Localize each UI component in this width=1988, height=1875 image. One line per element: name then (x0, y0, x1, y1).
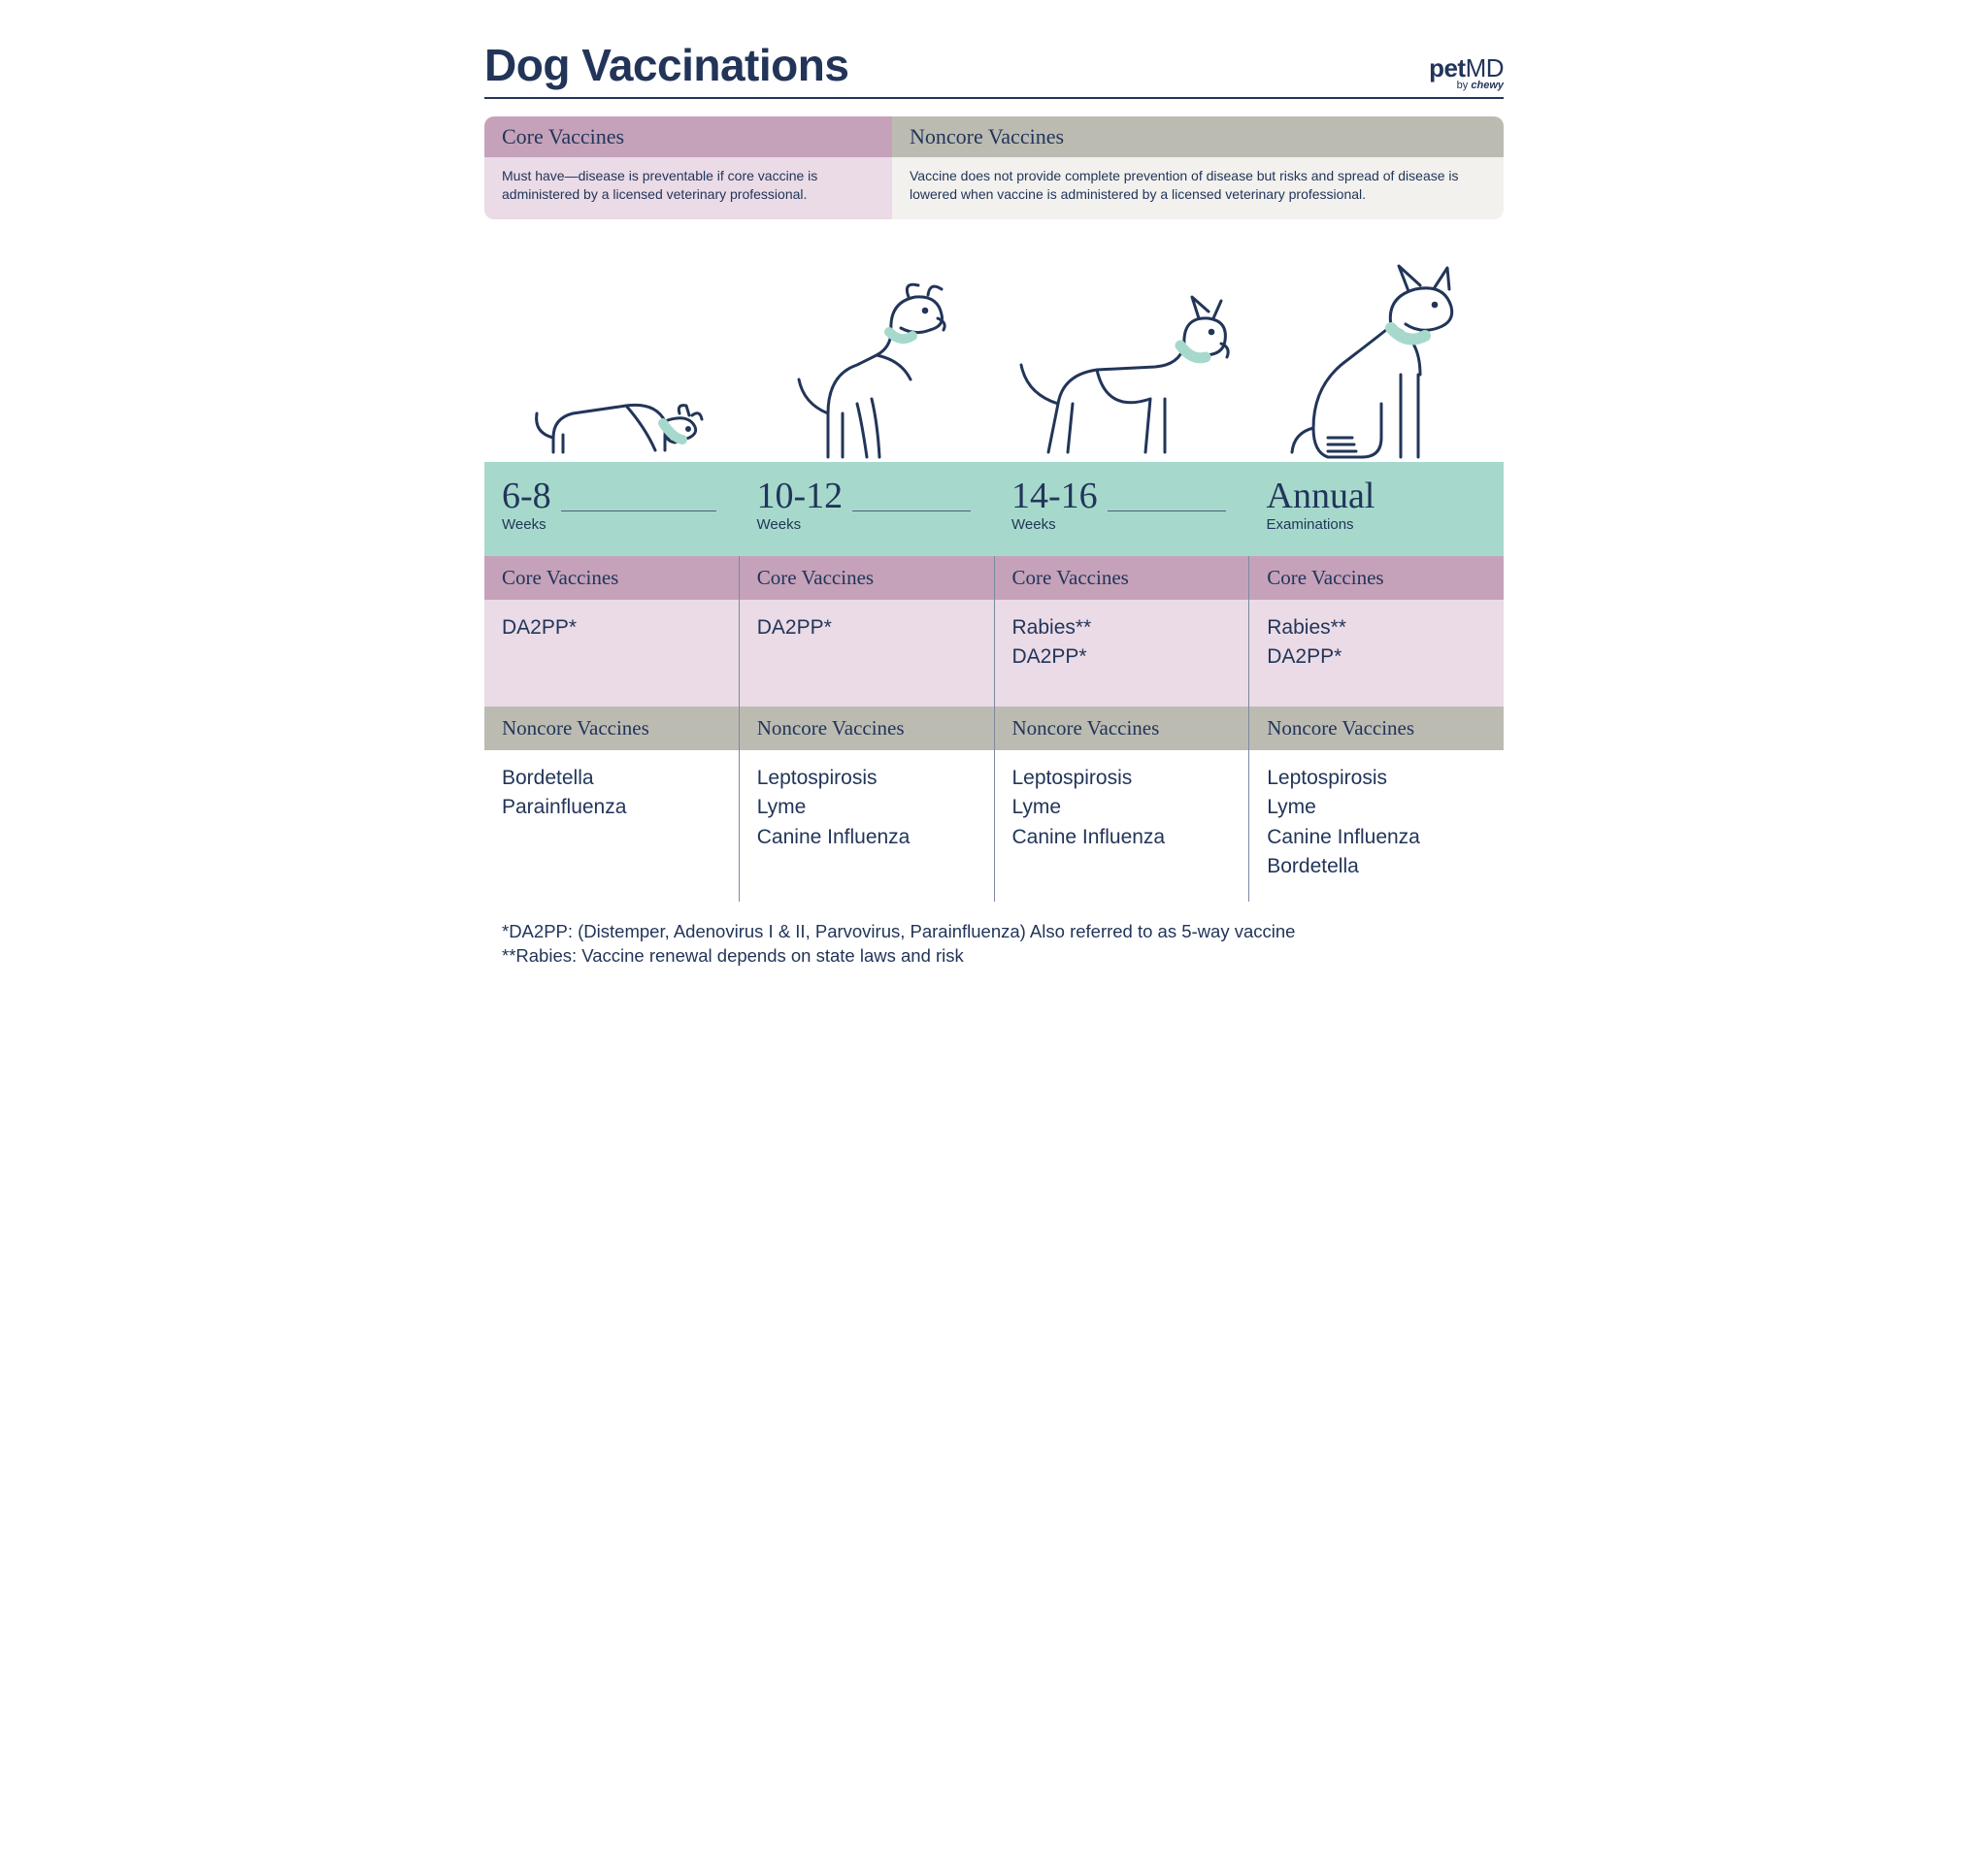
age-unit: Weeks (1011, 516, 1098, 533)
age-band: 6-8 Weeks 10-12 Weeks 14-16 Weeks Annual… (484, 462, 1504, 556)
core-vaccines: DA2PP* (740, 600, 994, 707)
noncore-body-row: Bordetella Parainfluenza Leptospirosis L… (484, 750, 1504, 902)
core-label: Core Vaccines (740, 556, 994, 600)
logo-brand-suffix: MD (1466, 53, 1504, 82)
dog-stage-4 (1249, 258, 1505, 462)
noncore-label: Noncore Vaccines (740, 707, 994, 750)
age-value: Annual (1267, 477, 1375, 514)
dog-stage-3 (994, 287, 1249, 462)
noncore-header-row: Noncore Vaccines Noncore Vaccines Noncor… (484, 707, 1504, 750)
footnote-rabies: **Rabies: Vaccine renewal depends on sta… (502, 943, 1486, 969)
core-header-row: Core Vaccines Core Vaccines Core Vaccine… (484, 556, 1504, 600)
noncore-label: Noncore Vaccines (484, 707, 739, 750)
noncore-vaccines: Leptospirosis Lyme Canine Influenza (995, 750, 1249, 872)
core-vaccines: Rabies** DA2PP* (1249, 600, 1504, 707)
intro-core-title: Core Vaccines (484, 116, 892, 157)
dog-icon (1010, 287, 1233, 462)
age-unit: Examinations (1267, 516, 1375, 533)
age-cell: 6-8 Weeks (484, 477, 740, 533)
header: Dog Vaccinations petMD by chewy (484, 39, 1504, 99)
intro-core-column: Core Vaccines Must have—disease is preve… (484, 116, 892, 219)
age-value: 10-12 (757, 477, 844, 514)
age-cell: 10-12 Weeks (740, 477, 995, 533)
noncore-label: Noncore Vaccines (1249, 707, 1504, 750)
logo-brand: pet (1429, 53, 1466, 82)
age-cell: 14-16 Weeks (994, 477, 1249, 533)
logo-byline-brand: chewy (1471, 80, 1504, 91)
core-vaccines: DA2PP* (484, 600, 739, 707)
age-divider-line (1108, 510, 1226, 511)
logo-byline-prefix: by (1457, 80, 1472, 91)
footnote-da2pp: *DA2PP: (Distemper, Adenovirus I & II, P… (502, 919, 1486, 944)
intro-noncore-column: Noncore Vaccines Vaccine does not provid… (892, 116, 1504, 219)
age-cell: Annual Examinations (1249, 477, 1505, 533)
page-title: Dog Vaccinations (484, 39, 848, 91)
age-value: 14-16 (1011, 477, 1098, 514)
intro-noncore-title: Noncore Vaccines (892, 116, 1504, 157)
dog-stage-2 (740, 268, 995, 462)
intro-noncore-desc: Vaccine does not provide complete preven… (892, 157, 1504, 219)
dog-icon (1275, 258, 1478, 462)
noncore-label: Noncore Vaccines (995, 707, 1249, 750)
brand-logo: petMD by chewy (1429, 53, 1504, 91)
age-unit: Weeks (502, 516, 551, 533)
age-divider-line (561, 510, 716, 511)
noncore-vaccines: Leptospirosis Lyme Canine Influenza (740, 750, 994, 872)
core-body-row: DA2PP* DA2PP* Rabies** DA2PP* Rabies** D… (484, 600, 1504, 707)
core-label: Core Vaccines (1249, 556, 1504, 600)
age-unit: Weeks (757, 516, 844, 533)
footnotes: *DA2PP: (Distemper, Adenovirus I & II, P… (484, 902, 1504, 970)
core-label: Core Vaccines (995, 556, 1249, 600)
noncore-vaccines: Leptospirosis Lyme Canine Influenza Bord… (1249, 750, 1504, 902)
dog-icon (775, 268, 959, 462)
intro-panel: Core Vaccines Must have—disease is preve… (484, 116, 1504, 219)
core-vaccines: Rabies** DA2PP* (995, 600, 1249, 707)
age-value: 6-8 (502, 477, 551, 514)
dog-illustration-row (484, 239, 1504, 462)
age-divider-line (852, 510, 971, 511)
noncore-vaccines: Bordetella Parainfluenza (484, 750, 739, 842)
dog-icon (519, 345, 704, 462)
core-label: Core Vaccines (484, 556, 739, 600)
intro-core-desc: Must have—disease is preventable if core… (484, 157, 892, 219)
dog-stage-1 (484, 345, 740, 462)
